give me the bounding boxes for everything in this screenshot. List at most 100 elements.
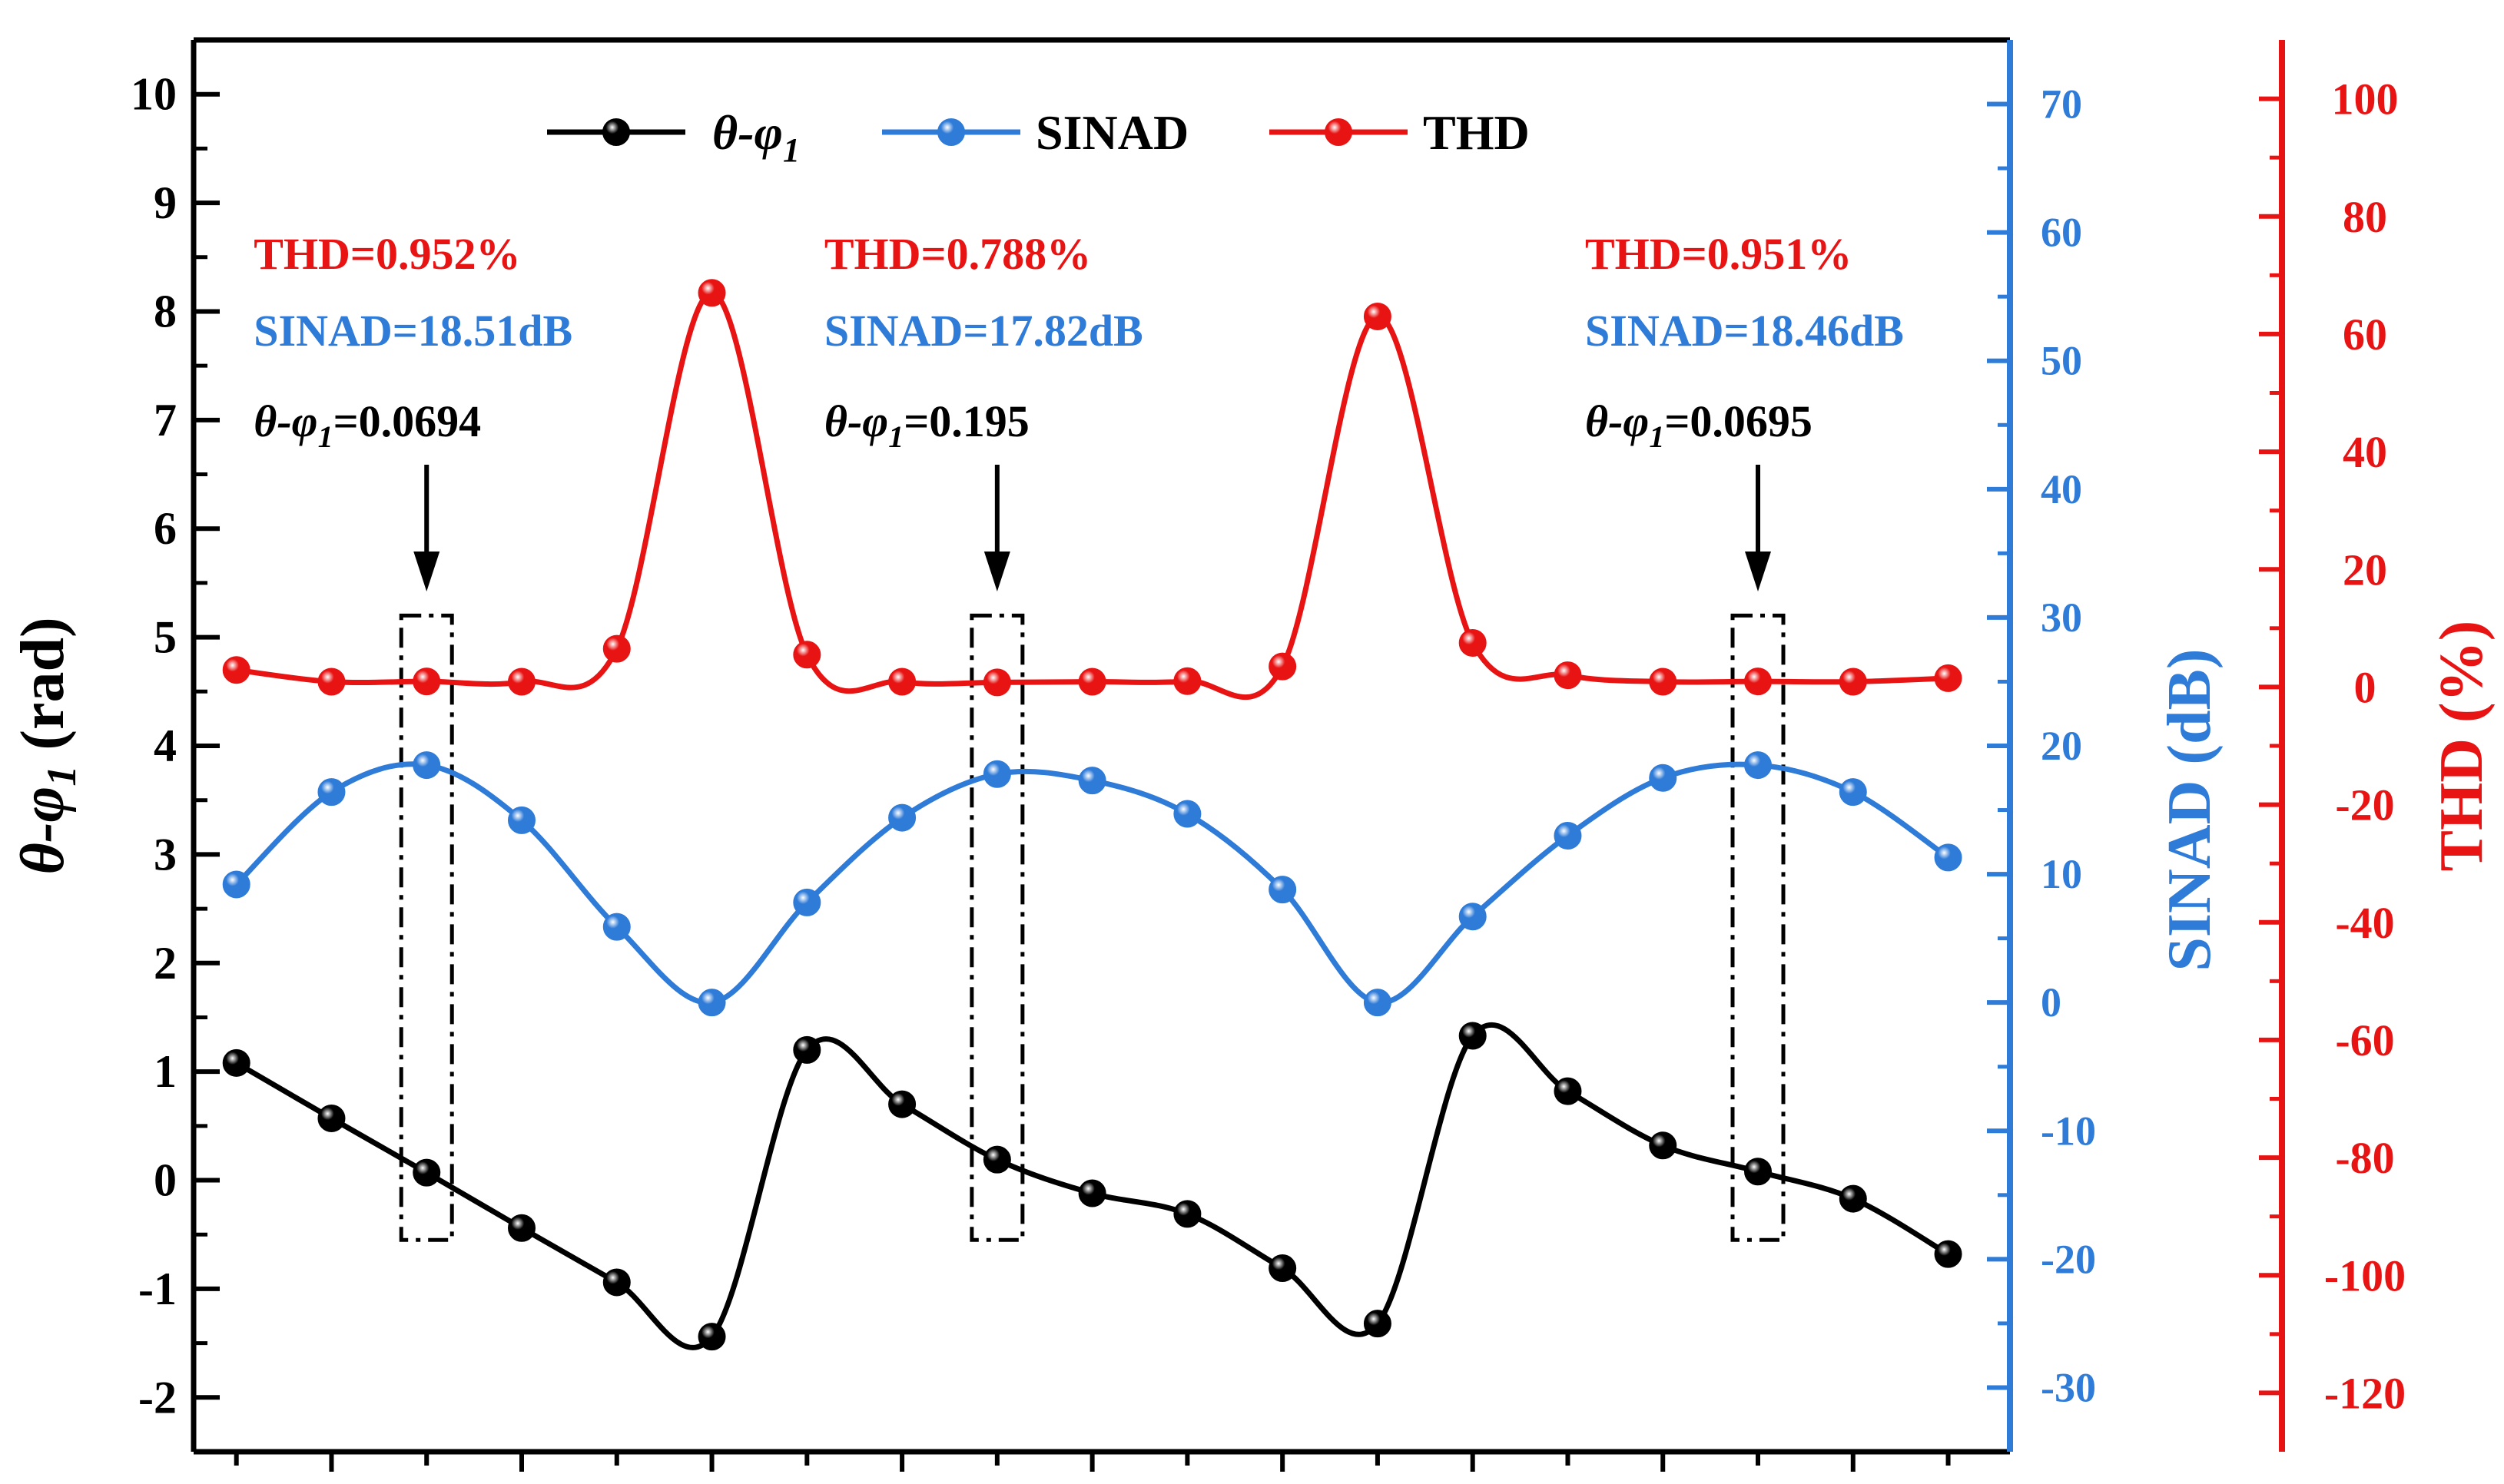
legend-marker — [1325, 118, 1352, 146]
right-tick-label: 40 — [2343, 427, 2387, 477]
data-point-right — [1173, 667, 1202, 695]
annotation-theta: θ-φ1=0.0695 — [1585, 396, 1812, 454]
data-point-right — [1649, 667, 1677, 696]
legend-marker — [937, 118, 965, 146]
left-tick-label: 2 — [154, 938, 177, 989]
right-tick-label: 80 — [2343, 192, 2387, 242]
data-point-right — [1269, 652, 1297, 681]
annotation-arrow-head — [1745, 552, 1772, 591]
data-point-right — [1363, 302, 1391, 330]
data-point-right — [508, 667, 536, 696]
data-point-right — [222, 656, 250, 684]
highlight-boxes — [399, 613, 1786, 1242]
annotations: THD=0.952% SINAD=18.51dB θ-φ1=0.0694 THD=0.… — [254, 229, 1904, 591]
left-tick-label: 10 — [131, 69, 177, 120]
data-point-left — [698, 1323, 726, 1351]
data-point-left — [1649, 1131, 1677, 1160]
data-point-middle — [1649, 764, 1677, 792]
annotation-thd: THD=0.788% — [824, 229, 1091, 279]
data-point-left — [1744, 1158, 1773, 1186]
middle-tick-label: 60 — [2041, 210, 2082, 256]
data-point-middle — [1458, 903, 1487, 931]
annotation-sinad: SINAD=18.51dB — [254, 306, 572, 356]
data-point-left — [1173, 1200, 1202, 1228]
data-point-middle — [602, 913, 631, 941]
left-tick-label: 5 — [154, 612, 177, 663]
data-point-right — [698, 279, 726, 307]
right-tick-label: 100 — [2332, 75, 2399, 124]
data-point-middle — [888, 803, 917, 832]
data-point-right — [983, 668, 1011, 697]
data-point-middle — [1744, 751, 1773, 780]
data-point-right — [1554, 661, 1582, 690]
data-point-right — [1934, 664, 1962, 692]
left-tick-label: 4 — [154, 720, 177, 771]
data-point-middle — [1173, 800, 1202, 828]
data-point-left — [413, 1158, 441, 1187]
right-tick-label: -120 — [2324, 1368, 2406, 1418]
left-tick-label: -1 — [138, 1264, 177, 1314]
middle-tick-label: 30 — [2041, 595, 2082, 641]
data-point-middle — [698, 989, 726, 1017]
data-point-middle — [1839, 778, 1867, 807]
right-tick-label: 0 — [2354, 662, 2376, 712]
middle-tick-label: 50 — [2041, 338, 2082, 384]
annotation-thd: THD=0.952% — [254, 229, 520, 279]
data-point-right — [413, 667, 441, 696]
data-point-left — [1458, 1022, 1487, 1050]
data-point-left — [983, 1145, 1011, 1174]
data-point-middle — [222, 870, 250, 899]
axes: -2-1012345678910-30-20-10010203040506070… — [9, 69, 2496, 1472]
data-point-middle — [1363, 989, 1391, 1017]
right-tick-label: 60 — [2343, 310, 2387, 359]
data-point-middle — [1554, 821, 1582, 850]
highlight-box — [1730, 613, 1786, 1242]
annotation-sinad: SINAD=18.46dB — [1585, 306, 1904, 356]
data-point-left — [508, 1214, 536, 1242]
series-line-middle — [234, 761, 1950, 1005]
middle-tick-label: -30 — [2041, 1364, 2096, 1410]
data-point-left — [793, 1035, 821, 1064]
annotation-arrow-head — [413, 552, 440, 591]
annotation-thd: THD=0.951% — [1585, 229, 1852, 279]
data-point-right — [317, 667, 346, 696]
left-tick-label: -2 — [138, 1372, 177, 1423]
data-point-right — [1744, 667, 1773, 696]
highlight-box — [970, 613, 1025, 1242]
legend-label: θ-φ1 — [712, 105, 800, 169]
data-point-left — [1934, 1240, 1962, 1268]
data-point-left — [602, 1268, 631, 1297]
data-point-right — [602, 634, 631, 663]
right-tick-label: 20 — [2343, 545, 2387, 595]
legend-marker — [602, 118, 630, 146]
middle-tick-label: 70 — [2041, 81, 2082, 128]
data-point-middle — [508, 806, 536, 834]
data-point-left — [1839, 1184, 1867, 1213]
data-point-right — [888, 667, 917, 696]
data-point-middle — [1269, 876, 1297, 904]
left-tick-label: 7 — [154, 395, 177, 446]
data-point-left — [1554, 1077, 1582, 1105]
right-axis-title: THD (%) — [2428, 621, 2496, 872]
data-point-middle — [983, 760, 1011, 788]
right-tick-label: -80 — [2335, 1133, 2394, 1183]
middle-axis-title: SINAD (dB) — [2156, 649, 2224, 972]
highlight-box — [399, 613, 454, 1242]
right-tick-label: -100 — [2324, 1250, 2406, 1300]
data-point-left — [1269, 1254, 1297, 1283]
annotation-theta: θ-φ1=0.0694 — [254, 396, 481, 454]
middle-tick-label: 20 — [2041, 723, 2082, 769]
middle-tick-label: 0 — [2041, 979, 2061, 1025]
annotation-arrow-head — [983, 552, 1010, 591]
data-point-left — [1363, 1310, 1391, 1338]
series-markers — [222, 279, 1962, 1351]
annotation-sinad: SINAD=17.82dB — [824, 306, 1143, 356]
left-tick-label: 6 — [154, 503, 177, 554]
middle-tick-label: -20 — [2041, 1236, 2096, 1282]
middle-tick-label: 10 — [2041, 851, 2082, 897]
data-point-middle — [1934, 843, 1962, 872]
data-point-right — [1839, 667, 1867, 696]
legend-label: THD — [1423, 105, 1530, 160]
data-point-middle — [1078, 767, 1106, 795]
left-tick-label: 1 — [154, 1046, 177, 1097]
